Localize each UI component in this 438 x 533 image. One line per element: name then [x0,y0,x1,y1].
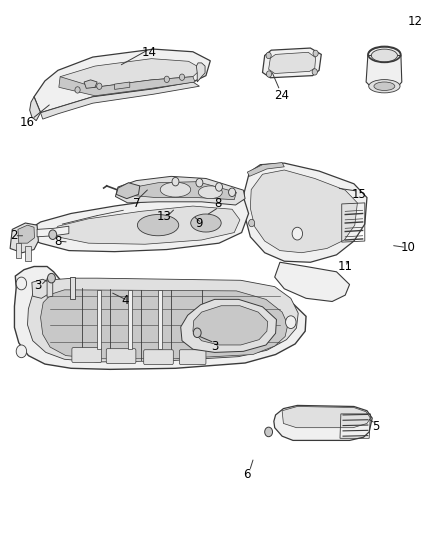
Text: 14: 14 [142,46,157,59]
Circle shape [215,183,223,191]
Polygon shape [262,48,321,78]
Polygon shape [60,59,201,87]
Text: 12: 12 [407,14,422,28]
FancyBboxPatch shape [72,348,102,362]
Polygon shape [158,290,162,349]
Polygon shape [53,206,240,244]
Polygon shape [196,63,205,82]
Circle shape [312,69,318,75]
Circle shape [313,50,318,56]
Circle shape [75,87,80,93]
Polygon shape [32,279,49,298]
Polygon shape [10,223,39,253]
Ellipse shape [371,49,397,62]
Polygon shape [70,277,75,300]
Polygon shape [18,225,35,243]
Text: 5: 5 [372,420,379,433]
Ellipse shape [198,186,222,199]
Text: 3: 3 [34,279,41,292]
Circle shape [16,277,27,290]
Polygon shape [41,82,199,119]
Polygon shape [115,82,130,90]
Circle shape [97,83,102,90]
Polygon shape [28,278,298,362]
Polygon shape [282,407,371,427]
Polygon shape [28,196,249,252]
Circle shape [16,345,27,358]
Polygon shape [366,55,402,87]
Ellipse shape [138,215,179,236]
Polygon shape [116,183,140,199]
FancyBboxPatch shape [144,350,173,365]
Ellipse shape [369,79,400,93]
Text: 8: 8 [54,235,62,247]
Text: 24: 24 [275,89,290,102]
Polygon shape [130,182,237,200]
Text: 8: 8 [215,197,222,211]
Circle shape [164,76,170,83]
Circle shape [286,316,296,328]
Polygon shape [275,262,350,302]
Polygon shape [14,266,306,369]
Circle shape [180,74,185,80]
Circle shape [196,179,203,187]
Polygon shape [97,290,102,349]
Text: 13: 13 [156,210,171,223]
Circle shape [249,219,254,227]
Circle shape [266,71,272,77]
Text: 16: 16 [20,116,35,129]
Text: 3: 3 [211,340,218,352]
Polygon shape [30,97,41,120]
Circle shape [49,230,57,239]
Polygon shape [247,163,284,176]
Polygon shape [16,243,21,258]
FancyBboxPatch shape [106,349,136,364]
Text: 10: 10 [401,241,416,254]
Ellipse shape [160,182,191,197]
Text: 4: 4 [122,294,129,307]
Text: 7: 7 [133,197,140,211]
Polygon shape [41,290,288,359]
Circle shape [193,328,201,337]
Polygon shape [37,226,69,237]
Ellipse shape [374,82,395,91]
Ellipse shape [368,47,401,64]
Polygon shape [251,170,357,253]
Circle shape [229,188,236,197]
Polygon shape [193,306,268,345]
Text: 2: 2 [10,229,18,242]
Polygon shape [127,290,132,349]
Polygon shape [116,176,245,205]
Polygon shape [34,49,210,113]
FancyBboxPatch shape [180,350,206,365]
Polygon shape [268,52,316,74]
Polygon shape [244,163,367,262]
Circle shape [266,52,271,59]
Text: 9: 9 [196,216,203,230]
Text: 15: 15 [352,188,367,201]
Polygon shape [274,406,372,440]
Text: 6: 6 [243,468,250,481]
Polygon shape [181,300,276,352]
Circle shape [172,177,179,186]
Circle shape [265,427,272,437]
Circle shape [292,227,303,240]
Circle shape [47,273,55,283]
Ellipse shape [191,214,221,232]
Text: 11: 11 [338,260,353,273]
Polygon shape [47,277,53,297]
Polygon shape [59,77,195,96]
Polygon shape [84,80,97,88]
Polygon shape [25,246,31,261]
